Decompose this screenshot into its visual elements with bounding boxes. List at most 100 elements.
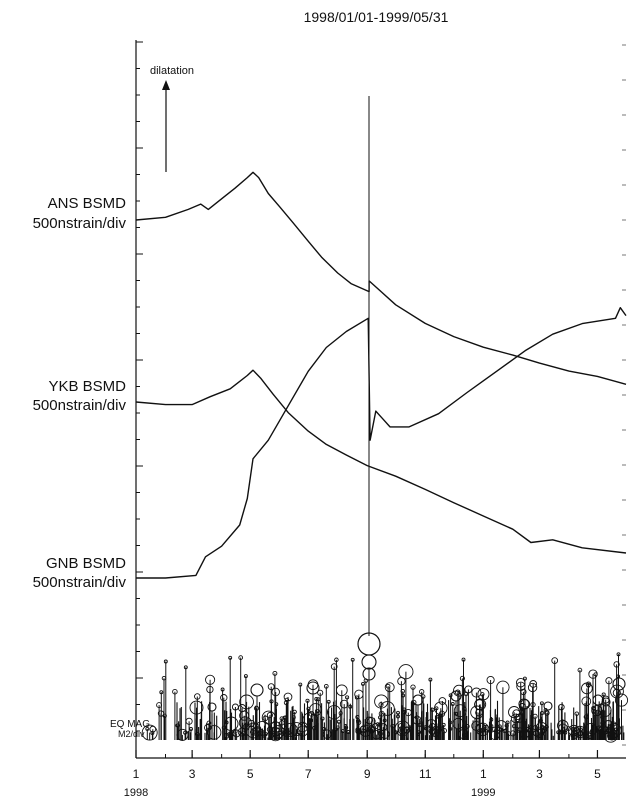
- eq-event: [436, 714, 441, 719]
- right-ticks: [622, 44, 626, 746]
- eq-event: [345, 695, 350, 700]
- eq-event: [316, 697, 321, 702]
- eq-event: [326, 699, 331, 704]
- eq-event: [317, 689, 324, 696]
- eq-event: [614, 693, 629, 707]
- eq-event: [323, 683, 329, 689]
- eq-event: [583, 714, 589, 720]
- eq-event-large: [306, 681, 320, 695]
- eq-event-large: [543, 701, 553, 711]
- eq-event: [581, 696, 592, 707]
- left-ticks: [136, 41, 143, 732]
- eq-event: [283, 692, 293, 702]
- series-line-ykb: [135, 369, 627, 554]
- eq-event-large: [361, 654, 377, 670]
- eq-event: [527, 682, 538, 693]
- eq-event: [384, 682, 395, 693]
- eq-event: [378, 702, 384, 708]
- eq-event: [496, 680, 510, 694]
- x-tick-label-8: 5: [594, 767, 601, 781]
- x-tick-label-0: 1: [133, 767, 140, 781]
- eq-event-large: [412, 694, 424, 706]
- eq-event: [335, 684, 348, 697]
- x-tick-label-2: 5: [247, 767, 254, 781]
- eq-event: [461, 657, 466, 662]
- x-tick-label-4: 9: [364, 767, 371, 781]
- eq-event: [350, 657, 355, 662]
- x-tick-label-5: 11: [419, 767, 432, 781]
- eq-event-large: [592, 694, 604, 706]
- eq-event: [593, 672, 598, 677]
- eq-event: [283, 700, 289, 706]
- dilatation-arrow-head: [162, 80, 170, 90]
- series-label-ans: ANS BSMD: [48, 195, 127, 212]
- eq-event: [464, 685, 473, 694]
- eq-event: [434, 706, 439, 711]
- eq-event: [605, 677, 613, 685]
- eq-event: [305, 698, 310, 703]
- eq-event: [480, 728, 485, 733]
- series-label-ykb: YKB BSMD: [48, 378, 126, 395]
- eq-event: [616, 652, 621, 657]
- eq-event: [455, 689, 461, 695]
- eq-mag-label: EQ MAG.: [110, 719, 153, 730]
- series-scale-gnb: 500nstrain/div: [33, 574, 127, 591]
- eq-event: [189, 727, 193, 731]
- eq-event: [149, 725, 157, 733]
- eq-event-large: [207, 702, 217, 712]
- eq-event: [551, 657, 559, 664]
- eq-event: [221, 725, 226, 730]
- eq-event: [306, 706, 311, 711]
- eq-event: [163, 659, 168, 664]
- year-label-0: 1998: [124, 787, 148, 799]
- eq-event: [141, 724, 158, 741]
- eq-event: [267, 683, 275, 691]
- eq-event: [189, 700, 204, 715]
- eq-event: [258, 729, 265, 735]
- eq-event: [228, 655, 233, 660]
- eq-event: [314, 696, 319, 702]
- eq-event: [556, 730, 561, 735]
- eq-event: [385, 683, 391, 689]
- eq-event: [361, 681, 365, 686]
- eq-event: [471, 687, 482, 698]
- eq-event: [243, 674, 248, 679]
- eq-event: [613, 661, 620, 668]
- x-tick-label-1: 3: [189, 767, 196, 781]
- eq-event: [512, 709, 521, 718]
- eq-event: [419, 689, 425, 695]
- eq-event: [162, 713, 167, 718]
- eq-event: [205, 674, 216, 685]
- series-scale-ykb: 500nstrain/div: [33, 397, 127, 414]
- eq-event: [515, 677, 526, 688]
- eq-event: [522, 676, 527, 681]
- eq-event: [378, 710, 385, 717]
- eq-event: [486, 675, 495, 685]
- eq-event: [271, 687, 280, 697]
- eq-event: [450, 702, 455, 706]
- eq-event: [397, 677, 406, 686]
- eq-event: [145, 726, 150, 731]
- eq-event: [298, 682, 303, 687]
- eq-event: [509, 730, 516, 737]
- eq-event: [396, 710, 400, 715]
- eq-event: [577, 667, 583, 673]
- eq-event: [405, 726, 410, 731]
- eq-event-large: [601, 697, 611, 707]
- eq-scale-label: M2/div: [118, 729, 145, 739]
- eq-event: [206, 720, 212, 726]
- eq-event: [474, 698, 487, 711]
- eq-event: [339, 699, 349, 709]
- eq-event: [410, 684, 416, 690]
- eq-event: [378, 715, 383, 720]
- series-line-gnb: [136, 307, 627, 579]
- eq-event-large: [612, 677, 626, 691]
- eq-event-large: [518, 698, 530, 710]
- eq-event: [172, 688, 178, 695]
- eq-event-large: [450, 690, 462, 702]
- eq-event: [183, 665, 188, 670]
- eq-event: [585, 681, 592, 687]
- eq-event: [544, 710, 550, 716]
